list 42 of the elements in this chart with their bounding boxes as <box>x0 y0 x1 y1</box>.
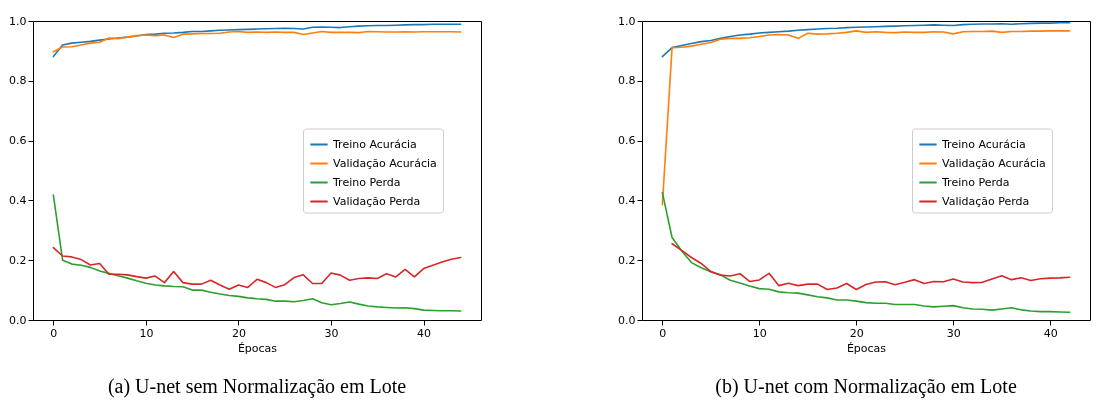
x-axis-title: Épocas <box>846 341 887 355</box>
y-tick-label: 0.4 <box>9 193 27 207</box>
line-series <box>52 23 462 58</box>
text: (a) U-net sem Normalização em Lote <box>107 375 407 398</box>
x-tick-label: 40 <box>1043 326 1058 340</box>
legend-label: Treino Perda <box>941 175 1010 189</box>
y-tick-label: 0.0 <box>618 313 636 327</box>
legend-label: Validação Acurácia <box>333 156 437 170</box>
y-tick-label: 0.4 <box>618 193 636 207</box>
x-tick-label: 20 <box>231 326 246 340</box>
legend-label: Validação Perda <box>333 194 421 208</box>
line-series <box>52 194 462 312</box>
x-tick-label: 0 <box>50 326 58 340</box>
line-series <box>661 191 1071 314</box>
legend-label: Treino Acurácia <box>332 137 417 151</box>
text: (b) U-net com Normalização em Lote <box>715 375 1017 398</box>
y-tick-label: 0.8 <box>9 74 27 88</box>
y-tick-label: 1.0 <box>9 14 27 28</box>
y-tick-label: 0.6 <box>9 134 27 148</box>
line-series <box>52 246 462 290</box>
y-tick-label: 0.6 <box>618 134 636 148</box>
line-series <box>52 30 462 53</box>
legend-label: Treino Perda <box>332 175 401 189</box>
y-tick-label: 0.0 <box>9 313 27 327</box>
line-series <box>671 242 1071 291</box>
x-tick-label: 10 <box>752 326 767 340</box>
x-tick-label: 10 <box>139 326 154 340</box>
x-tick-label: 0 <box>659 326 667 340</box>
x-tick-label: 30 <box>324 326 339 340</box>
y-tick-label: 1.0 <box>618 14 636 28</box>
legend-label: Treino Acurácia <box>941 137 1026 151</box>
legend-label: Validação Perda <box>942 194 1030 208</box>
x-axis-title: Épocas <box>237 341 278 355</box>
y-tick-label: 0.8 <box>618 74 636 88</box>
x-tick-label: 20 <box>849 326 864 340</box>
x-tick-label: 30 <box>946 326 961 340</box>
x-tick-label: 40 <box>417 326 432 340</box>
y-tick-label: 0.2 <box>9 253 27 267</box>
line-series <box>661 30 1071 206</box>
y-tick-label: 0.2 <box>618 253 636 267</box>
legend-label: Validação Acurácia <box>942 156 1046 170</box>
line-series <box>661 21 1071 58</box>
